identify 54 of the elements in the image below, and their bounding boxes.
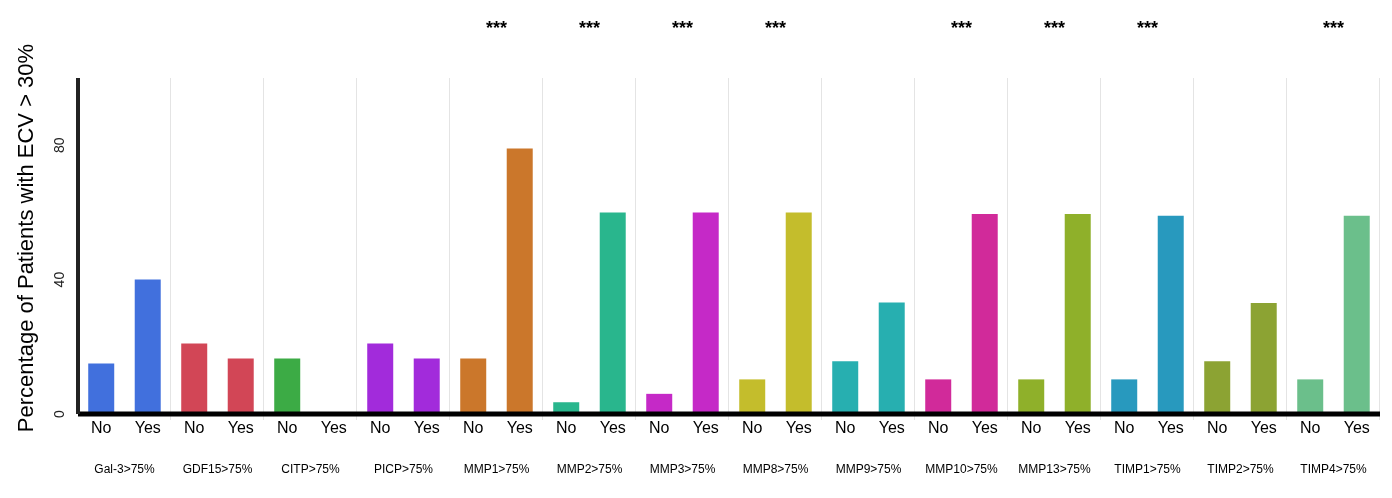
text: MMP9>75%	[834, 462, 903, 476]
text: MMP10>75%	[924, 462, 999, 476]
x-tick-label: Yes	[227, 419, 254, 437]
x-tick-label: Yes	[1157, 419, 1184, 437]
text: ***	[1322, 18, 1345, 39]
y-axis-title: Percentage of Patients with ECV > 30%	[13, 43, 39, 433]
y-tick-label: 0	[51, 409, 67, 418]
text: ***	[1043, 18, 1066, 39]
text: ***	[485, 18, 508, 39]
text: MMP13>75%	[1017, 462, 1092, 476]
x-tick-label: No	[1021, 419, 1042, 437]
x-tick-label: Yes	[878, 419, 905, 437]
text: PICP>75%	[372, 462, 434, 476]
text: TIMP2>75%	[1206, 462, 1275, 476]
x-tick-label: No	[370, 419, 391, 437]
x-tick-label: No	[556, 419, 577, 437]
text: MMP8>75%	[741, 462, 810, 476]
x-tick-label: No	[742, 419, 763, 437]
x-tick-label: Yes	[413, 419, 440, 437]
x-tick-label: No	[184, 419, 205, 437]
text: ***	[671, 18, 694, 39]
x-tick-label: Yes	[785, 419, 812, 437]
text: TIMP1>75%	[1113, 462, 1182, 476]
x-tick-label: Yes	[971, 419, 998, 437]
text: TIMP4>75%	[1299, 462, 1368, 476]
x-tick-label: Yes	[1343, 419, 1370, 437]
text: ***	[578, 18, 601, 39]
x-tick-label: No	[835, 419, 856, 437]
text: ***	[1136, 18, 1159, 39]
x-tick-label: No	[928, 419, 949, 437]
x-tick-label: No	[1114, 419, 1135, 437]
text: MMP1>75%	[462, 462, 531, 476]
x-tick-label: No	[463, 419, 484, 437]
x-tick-label: Yes	[692, 419, 719, 437]
text: ***	[950, 18, 973, 39]
x-tick-label: Yes	[1064, 419, 1091, 437]
x-tick-label: Yes	[1250, 419, 1277, 437]
text: MMP2>75%	[555, 462, 624, 476]
x-tick-label: No	[1207, 419, 1228, 437]
y-tick-label: 80	[51, 137, 67, 153]
x-tick-label: Yes	[134, 419, 161, 437]
text: GDF15>75%	[181, 462, 254, 476]
text: MMP3>75%	[648, 462, 717, 476]
text: ***	[764, 18, 787, 39]
x-tick-label: Yes	[506, 419, 533, 437]
x-tick-label: No	[91, 419, 112, 437]
x-tick-label: No	[649, 419, 670, 437]
x-tick-label: No	[277, 419, 298, 437]
x-tick-label: No	[1300, 419, 1321, 437]
x-tick-label: Yes	[599, 419, 626, 437]
text: CITP>75%	[280, 462, 341, 476]
text: Gal-3>75%	[93, 462, 156, 476]
x-tick-label: Yes	[320, 419, 347, 437]
y-tick-label: 40	[51, 271, 67, 288]
